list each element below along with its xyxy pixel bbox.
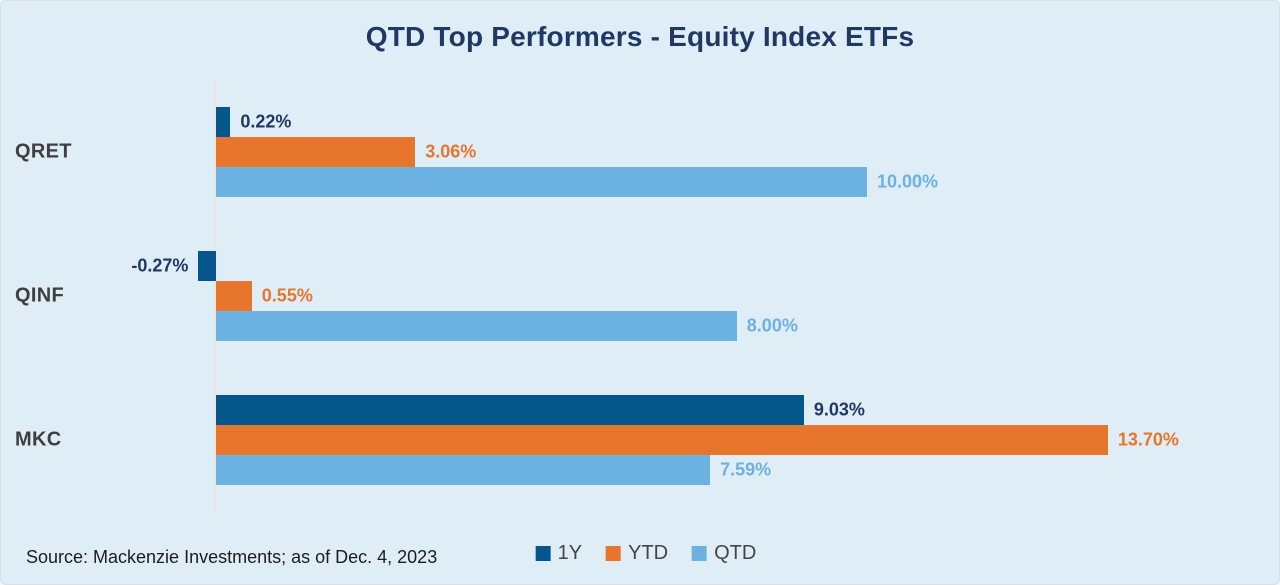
- value-label-qtd-mkc: 7.59%: [720, 459, 772, 480]
- legend-label-1y: 1Y: [557, 542, 583, 564]
- legend: 1Y YTD QTD: [535, 542, 756, 565]
- category-label-qinf: QINF: [15, 284, 64, 307]
- bar-1y-qinf: [198, 251, 216, 281]
- legend-swatch-1y: [535, 546, 551, 561]
- legend-swatch-ytd: [606, 546, 622, 561]
- value-label-qtd-qret: 10.00%: [877, 171, 939, 192]
- bar-1y-mkc: [216, 395, 804, 425]
- y-axis-line: [214, 80, 216, 512]
- legend-item-1y: 1Y: [535, 542, 583, 565]
- bar-1y-qret: [216, 107, 231, 137]
- value-label-ytd-mkc: 13.70%: [1117, 429, 1179, 450]
- value-label-ytd-qret: 3.06%: [425, 141, 477, 162]
- bar-qtd-qinf: [216, 311, 737, 341]
- value-label-1y-qinf: -0.27%: [131, 255, 189, 276]
- legend-swatch-qtd: [692, 546, 708, 561]
- legend-label-ytd: YTD: [628, 542, 669, 564]
- bar-ytd-mkc: [216, 425, 1108, 455]
- bar-qtd-qret: [216, 167, 867, 197]
- value-label-qtd-qinf: 8.00%: [746, 315, 798, 336]
- category-label-mkc: MKC: [15, 428, 62, 451]
- value-label-ytd-qinf: 0.55%: [261, 285, 313, 306]
- source-note: Source: Mackenzie Investments; as of Dec…: [26, 547, 438, 567]
- legend-item-qtd: QTD: [692, 542, 756, 565]
- bar-ytd-qret: [216, 137, 416, 167]
- value-label-1y-qret: 0.22%: [240, 111, 292, 132]
- value-label-1y-mkc: 9.03%: [813, 399, 865, 420]
- legend-item-ytd: YTD: [606, 542, 668, 565]
- chart-title: QTD Top Performers - Equity Index ETFs: [365, 21, 915, 52]
- category-label-qret: QRET: [15, 140, 72, 163]
- legend-label-qtd: QTD: [714, 542, 757, 564]
- bar-qtd-mkc: [216, 455, 711, 485]
- bar-ytd-qinf: [216, 281, 252, 311]
